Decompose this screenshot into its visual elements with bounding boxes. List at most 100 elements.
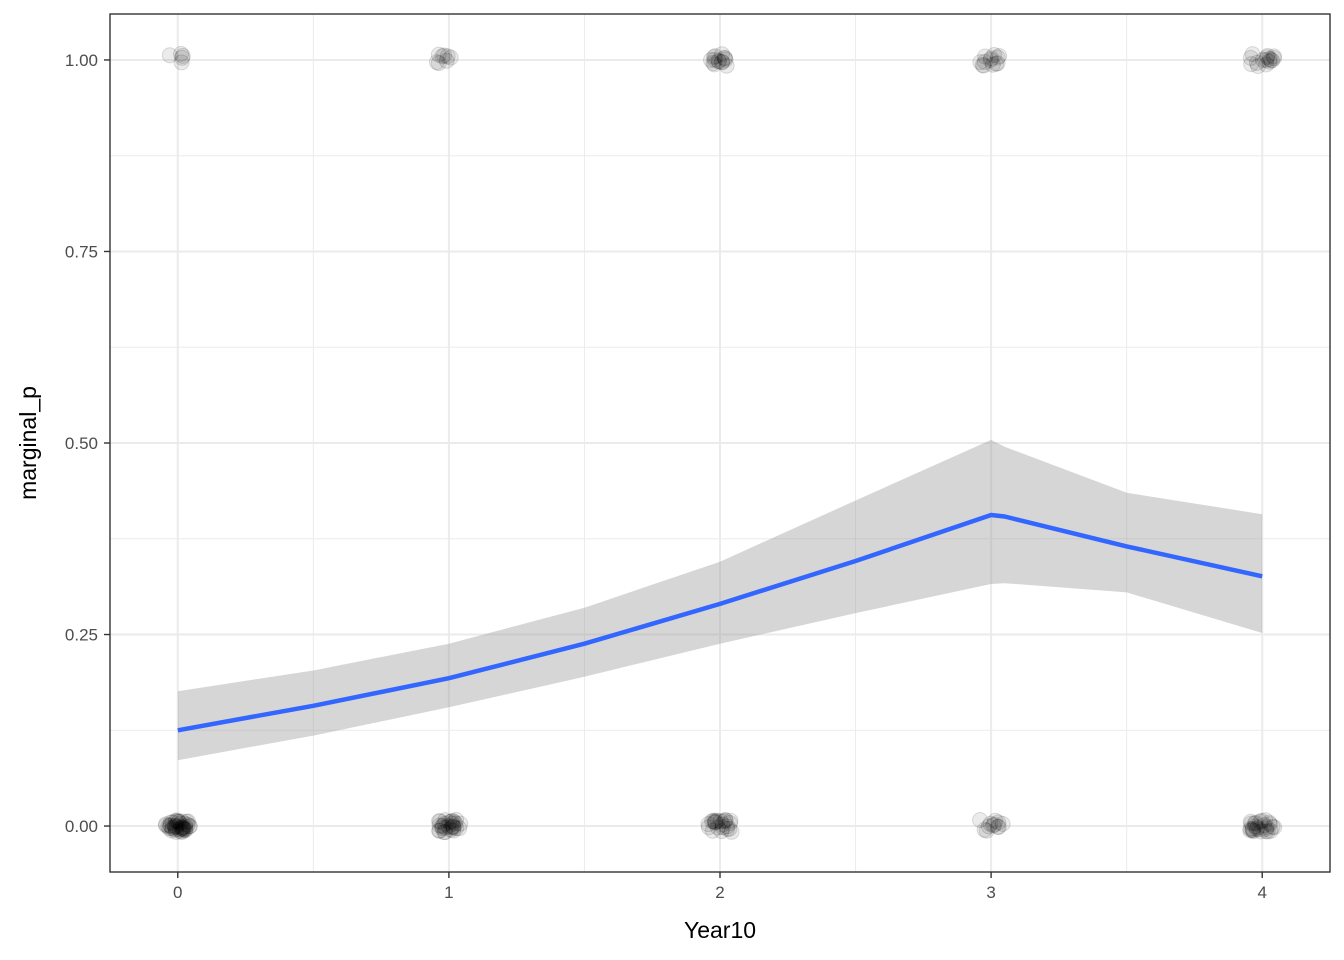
data-point bbox=[1242, 820, 1259, 837]
data-point bbox=[1259, 49, 1276, 66]
data-point bbox=[175, 819, 192, 836]
data-point bbox=[172, 815, 189, 832]
data-point bbox=[434, 48, 451, 65]
data-point bbox=[722, 815, 738, 831]
y-axis-title: marginal_p bbox=[15, 386, 41, 500]
data-point bbox=[174, 49, 191, 66]
data-point bbox=[1257, 812, 1274, 829]
data-point bbox=[975, 57, 992, 74]
x-tick-label: 1 bbox=[444, 883, 453, 902]
data-point bbox=[1248, 821, 1265, 837]
data-point bbox=[440, 818, 457, 835]
data-point bbox=[436, 824, 453, 841]
data-point bbox=[1259, 823, 1276, 840]
data-point bbox=[170, 813, 187, 830]
data-point bbox=[987, 812, 1004, 829]
data-point bbox=[1250, 58, 1266, 74]
data-point bbox=[169, 812, 186, 829]
data-point bbox=[991, 48, 1008, 64]
data-point bbox=[177, 818, 194, 835]
data-point bbox=[706, 51, 723, 68]
data-point bbox=[437, 819, 454, 836]
data-point bbox=[706, 814, 723, 831]
data-point bbox=[1243, 815, 1260, 832]
data-point bbox=[434, 820, 451, 837]
data-point bbox=[722, 812, 739, 829]
data-point bbox=[1243, 56, 1260, 73]
data-point bbox=[982, 815, 999, 832]
data-point bbox=[978, 822, 995, 839]
x-axis: 0 1 2 3 4 bbox=[173, 872, 1267, 902]
data-point bbox=[986, 816, 1003, 833]
data-point bbox=[717, 812, 734, 829]
y-tick-label: 0.75 bbox=[65, 242, 98, 261]
data-point bbox=[432, 813, 448, 830]
data-point bbox=[452, 815, 469, 832]
data-point bbox=[714, 46, 730, 63]
data-point bbox=[168, 823, 185, 840]
data-point bbox=[445, 822, 462, 839]
data-point bbox=[451, 820, 468, 837]
data-point bbox=[704, 813, 720, 830]
y-tick-label: 0.00 bbox=[65, 817, 98, 836]
data-point bbox=[443, 813, 460, 830]
data-point bbox=[174, 813, 190, 830]
data-point bbox=[707, 814, 724, 831]
data-point bbox=[436, 815, 453, 832]
data-point bbox=[1244, 820, 1261, 837]
data-point bbox=[707, 48, 724, 65]
data-point bbox=[716, 49, 733, 66]
data-point bbox=[714, 54, 731, 71]
data-point bbox=[1251, 821, 1268, 838]
data-point bbox=[168, 813, 185, 830]
data-point bbox=[179, 816, 196, 833]
data-point bbox=[164, 814, 181, 831]
data-point bbox=[1256, 817, 1273, 834]
data-point bbox=[1266, 50, 1282, 67]
data-point bbox=[717, 812, 734, 828]
data-point bbox=[434, 818, 450, 835]
data-point bbox=[989, 49, 1006, 66]
data-point bbox=[157, 816, 174, 833]
data-point bbox=[713, 53, 730, 70]
data-point bbox=[444, 812, 461, 829]
data-point bbox=[994, 815, 1011, 832]
data-point bbox=[705, 55, 722, 71]
data-point bbox=[990, 814, 1007, 831]
data-point bbox=[710, 52, 727, 69]
data-point bbox=[985, 817, 1002, 834]
data-point bbox=[980, 818, 997, 835]
data-point bbox=[442, 49, 459, 66]
data-point bbox=[1244, 822, 1261, 839]
data-point bbox=[180, 813, 196, 830]
data-point bbox=[439, 48, 456, 65]
data-point bbox=[1262, 52, 1279, 68]
data-point bbox=[1252, 823, 1269, 840]
data-point bbox=[446, 814, 462, 830]
data-point bbox=[171, 821, 188, 838]
x-tick-label: 0 bbox=[173, 883, 182, 902]
data-point bbox=[1244, 46, 1261, 63]
jitter-points bbox=[157, 45, 1283, 841]
data-point bbox=[989, 55, 1006, 72]
data-point bbox=[700, 819, 717, 836]
data-point bbox=[988, 55, 1005, 72]
data-point bbox=[443, 819, 460, 836]
data-point bbox=[1242, 813, 1259, 830]
data-point bbox=[976, 821, 993, 838]
data-point bbox=[1262, 822, 1279, 839]
data-point bbox=[976, 53, 993, 70]
data-point bbox=[1265, 48, 1282, 65]
data-point bbox=[448, 820, 465, 837]
data-point bbox=[181, 818, 198, 835]
data-point bbox=[1259, 47, 1276, 64]
data-point bbox=[1258, 52, 1275, 68]
data-point bbox=[716, 813, 733, 830]
data-point bbox=[173, 45, 189, 62]
data-point bbox=[431, 822, 448, 839]
smooth-line bbox=[177, 512, 1263, 733]
data-point bbox=[1258, 823, 1275, 840]
data-point bbox=[703, 52, 719, 68]
data-point bbox=[168, 817, 185, 834]
data-point bbox=[1258, 819, 1275, 836]
